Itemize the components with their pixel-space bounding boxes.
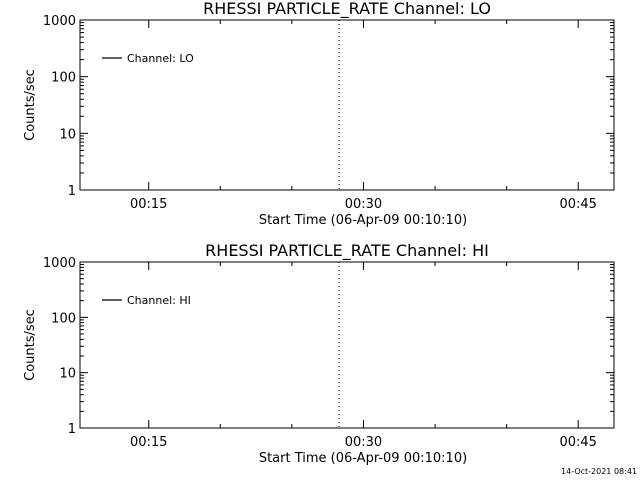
chart-title: RHESSI PARTICLE_RATE Channel: HI	[205, 241, 489, 261]
y-tick-label: 10	[59, 127, 76, 142]
plot-frame	[79, 19, 615, 191]
x-tick-label: 00:15	[130, 197, 167, 212]
y-tick-label: 1000	[43, 256, 76, 271]
x-tick-label: 00:45	[559, 197, 596, 212]
footer-timestamp: 14-Oct-2021 08:41	[561, 467, 637, 476]
legend-label: Channel: HI	[127, 294, 191, 307]
plot-frame	[79, 261, 615, 429]
y-tick-label: 10	[59, 367, 76, 382]
x-tick-label: 00:15	[130, 435, 167, 450]
x-axis-label: Start Time (06-Apr-09 00:10:10)	[259, 451, 467, 466]
y-tick-label: 100	[51, 71, 76, 86]
y-tick-label: 100	[51, 311, 76, 326]
x-tick-label: 00:30	[345, 197, 382, 212]
y-tick-label: 1	[68, 422, 76, 437]
x-tick-label: 00:45	[559, 435, 596, 450]
y-axis-label: Counts/sec	[23, 69, 38, 141]
y-tick-label: 1000	[43, 14, 76, 29]
panel-lo: RHESSI PARTICLE_RATE Channel: LO 00:15 00:…	[23, 0, 615, 228]
y-tick-label: 1	[68, 184, 76, 199]
x-tick-label: 00:30	[345, 435, 382, 450]
legend-label: Channel: LO	[127, 52, 194, 65]
x-axis-label: Start Time (06-Apr-09 00:10:10)	[259, 213, 467, 228]
chart-title: RHESSI PARTICLE_RATE Channel: LO	[203, 0, 491, 19]
panel-hi: RHESSI PARTICLE_RATE Channel: HI 00:15 00:…	[23, 241, 615, 466]
y-axis-label: Counts/sec	[23, 309, 38, 381]
